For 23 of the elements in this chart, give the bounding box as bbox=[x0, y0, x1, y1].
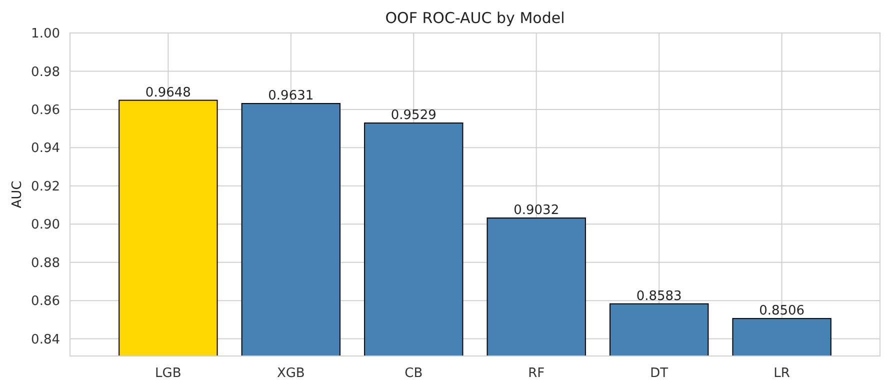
x-tick-label: LGB bbox=[155, 366, 182, 381]
x-tick-label: DT bbox=[650, 366, 668, 381]
text: 0.88 bbox=[31, 256, 60, 271]
data-label: 0.9631 bbox=[268, 88, 314, 104]
data-label: 0.9032 bbox=[514, 203, 560, 218]
y-axis-title: AUC bbox=[10, 180, 25, 208]
chart-title: OOF ROC-AUC by Model bbox=[385, 9, 565, 27]
x-tick-label: LR bbox=[774, 366, 790, 381]
text: 0.84 bbox=[31, 332, 60, 348]
x-tick-label: XGB bbox=[276, 366, 305, 381]
text: 0.94 bbox=[31, 141, 60, 156]
x-tick-label: RF bbox=[528, 366, 545, 381]
data-label: 0.9529 bbox=[390, 108, 436, 124]
text: 0.90 bbox=[31, 218, 60, 233]
data-label: 0.9648 bbox=[145, 85, 191, 100]
text: 0.86 bbox=[31, 294, 60, 310]
data-label: 0.8583 bbox=[636, 288, 682, 304]
text: 0.96 bbox=[31, 103, 60, 118]
text: 0.92 bbox=[31, 179, 60, 194]
data-label: 0.8506 bbox=[759, 304, 805, 319]
text: 1.00 bbox=[31, 26, 60, 42]
x-tick-label: CB bbox=[404, 366, 423, 381]
text: 0.98 bbox=[31, 64, 60, 80]
